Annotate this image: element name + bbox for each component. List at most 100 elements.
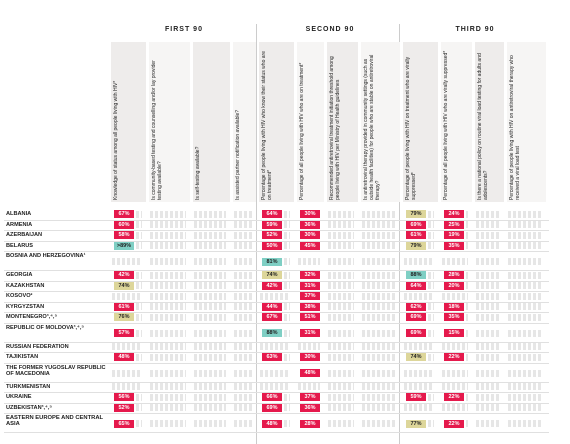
cell-track [428, 329, 434, 337]
column-header-text: Percentage of people living with HIV on … [509, 55, 521, 200]
row-label: THE FORMER YUGOSLAV REPUBLIC OF MACEDONI… [6, 364, 106, 377]
empty-cell [112, 383, 142, 391]
empty-cell [362, 404, 396, 412]
empty-cell [476, 369, 500, 377]
column-header-text: Percentage of people living with HIV who… [261, 51, 273, 200]
percent-cell: 65% [114, 419, 134, 428]
row-label: UKRAINE [6, 394, 32, 400]
cell-track [428, 393, 434, 401]
empty-cell [362, 258, 396, 265]
empty-cell [476, 353, 500, 361]
row-label: EASTERN EUROPE AND CENTRAL ASIA [6, 415, 103, 428]
cell-track [466, 282, 468, 290]
cell-track [284, 231, 290, 239]
cell-track [428, 303, 434, 311]
percent-cell: 22% [444, 353, 464, 362]
empty-cell [508, 221, 542, 229]
group-label: SECOND 90 [305, 26, 355, 33]
percent-cell: 30% [300, 231, 320, 240]
row-label: MONTENEGRO³,⁴,⁵ [6, 314, 58, 320]
empty-cell [508, 292, 542, 300]
percent-cell: 77% [406, 419, 426, 428]
empty-cell [234, 242, 252, 250]
empty-cell [150, 271, 186, 279]
cell-track [284, 258, 290, 265]
cell-track [136, 420, 142, 427]
percent-cell: 37% [300, 292, 320, 301]
empty-cell [150, 292, 186, 300]
empty-cell [328, 231, 354, 239]
empty-cell [362, 231, 396, 239]
empty-cell [362, 383, 396, 391]
empty-cell [328, 353, 354, 361]
row-divider [4, 352, 549, 353]
percent-cell: 57% [114, 329, 134, 337]
empty-cell [508, 231, 542, 239]
cell-track [428, 221, 434, 229]
row-divider [4, 301, 549, 303]
empty-cell [404, 369, 434, 377]
row-divider [4, 240, 549, 242]
empty-cell [476, 242, 500, 250]
column-header: Percentage of all people living with HIV… [297, 42, 324, 202]
percent-cell: 18% [444, 302, 464, 311]
row-divider [4, 322, 549, 324]
empty-cell [508, 404, 542, 412]
empty-cell [260, 292, 290, 300]
empty-cell [194, 353, 226, 361]
percent-cell: 28% [300, 419, 320, 428]
empty-cell [150, 420, 186, 427]
percent-cell: 50% [262, 241, 282, 250]
empty-cell [404, 258, 434, 265]
percent-cell: 48% [262, 419, 282, 428]
empty-cell [328, 303, 354, 311]
row-divider [4, 312, 549, 313]
cell-track [284, 329, 290, 337]
empty-cell [328, 258, 354, 265]
column-header-text: Is community-based testing and counselli… [151, 60, 163, 200]
empty-cell [476, 258, 500, 265]
cell-track [466, 210, 468, 218]
empty-cell [476, 231, 500, 239]
cell-track [136, 231, 142, 239]
empty-cell [508, 242, 542, 250]
empty-cell [508, 258, 542, 265]
empty-cell [362, 271, 396, 279]
cell-track [428, 242, 434, 250]
empty-cell [234, 231, 252, 239]
separator [256, 24, 257, 444]
empty-cell [234, 353, 252, 361]
empty-cell [476, 393, 500, 401]
empty-cell [476, 343, 500, 351]
cell-track [284, 353, 290, 361]
empty-cell [194, 313, 226, 321]
empty-cell [298, 383, 320, 391]
empty-cell [328, 313, 354, 321]
cell-track [284, 303, 290, 311]
empty-cell [194, 271, 226, 279]
empty-cell [476, 303, 500, 311]
row-label: ARMENIA [6, 221, 33, 228]
empty-cell [112, 369, 142, 377]
empty-cell [194, 242, 226, 250]
percent-cell: 69% [406, 329, 426, 337]
column-header: Is antiretroviral therapy provided in co… [361, 42, 400, 202]
percent-cell: 61% [406, 231, 426, 240]
column-header-text: Is self-testing available? [195, 146, 201, 200]
empty-cell [234, 369, 252, 377]
percent-cell: 88% [406, 271, 426, 280]
cell-track [428, 210, 434, 218]
empty-cell [194, 343, 226, 351]
row-label: ALBANIA [6, 211, 32, 217]
cell-track [428, 282, 434, 290]
percent-cell: 74% [406, 353, 426, 362]
empty-cell [404, 292, 434, 300]
empty-cell [362, 353, 396, 361]
empty-cell [442, 343, 468, 351]
cell-track [284, 242, 290, 250]
empty-cell [234, 303, 252, 311]
empty-cell [260, 369, 290, 377]
empty-cell [234, 292, 252, 300]
